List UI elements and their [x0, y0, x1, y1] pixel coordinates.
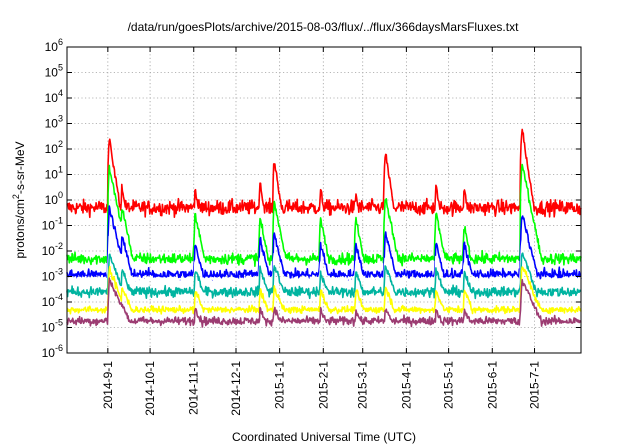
series-line	[66, 252, 582, 300]
y-tick-label: 100	[45, 190, 63, 207]
x-tick-label: 2015-7-1	[528, 361, 542, 409]
x-tick-label: 2014-12-1	[229, 361, 243, 416]
y-tick-label: 10-1	[42, 216, 63, 233]
x-tick-label: 2014-9-1	[101, 361, 115, 409]
y-tick-label: 101	[45, 165, 63, 182]
x-tick-label: 2014-11-1	[187, 361, 201, 415]
y-tick-label: 10-4	[42, 292, 63, 309]
x-tick-labels: 2014-9-1 2014-10-1 2014-11-1 2014-12-1 2015-…	[101, 361, 542, 416]
y-tick-label: 10-3	[42, 267, 63, 284]
x-tick-label: 2014-10-1	[143, 361, 157, 416]
y-tick-label: 105	[45, 63, 63, 80]
chart-title: /data/run/goesPlots/archive/2015-08-03/f…	[128, 20, 520, 34]
x-tick-label: 2015-5-1	[442, 361, 456, 409]
series-line	[66, 265, 582, 315]
series-line	[66, 235, 582, 284]
x-tick-label: 2015-2-1	[316, 361, 330, 409]
y-tick-label: 104	[45, 88, 63, 105]
x-tick-label: 2015-4-1	[399, 361, 413, 409]
y-tick-label: 103	[45, 114, 63, 131]
series-line	[66, 277, 582, 328]
y-tick-label: 10-2	[42, 241, 63, 258]
grid-lines	[67, 47, 581, 353]
y-tick-label: 102	[45, 139, 63, 156]
x-tick-label: 2015-1-1	[273, 361, 287, 409]
y-tick-label: 106	[45, 37, 63, 54]
series-line	[66, 128, 582, 219]
x-tick-label: 2015-3-1	[356, 361, 370, 409]
y-tick-label: 10-6	[42, 343, 63, 360]
series-line	[66, 163, 582, 268]
x-axis-label: Coordinated Universal Time (UTC)	[232, 430, 416, 444]
y-tick-label: 10-5	[42, 318, 63, 335]
plot-series	[66, 128, 582, 328]
x-tick-label: 2015-6-1	[485, 361, 499, 409]
axis-ticks	[67, 46, 581, 354]
series-line	[66, 205, 582, 282]
y-axis-label: protons/cm2-s-sr-MeV	[11, 141, 27, 258]
y-tick-labels: 10-6 10-5 10-4 10-3 10-2 10-1 100 101 102 103 104 1…	[42, 37, 63, 360]
